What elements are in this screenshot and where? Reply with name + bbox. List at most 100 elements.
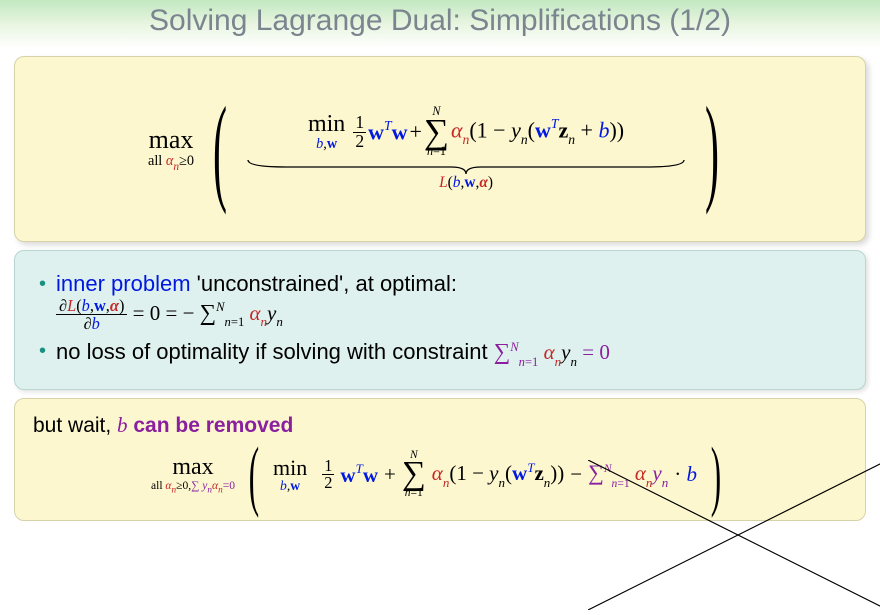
lagrangian-expr: min b,w 1 2 wTw + N	[308, 106, 624, 157]
yn: n	[499, 475, 506, 490]
sum: ∑	[191, 480, 202, 492]
w: w	[290, 478, 300, 493]
post: can be removed	[128, 414, 294, 437]
sb: n=1	[519, 355, 539, 369]
paren-left: (	[213, 101, 227, 197]
op2: (	[528, 117, 535, 142]
an: n	[261, 314, 268, 329]
all: all	[151, 480, 165, 492]
alpha: α	[451, 117, 463, 142]
cl: )	[119, 296, 124, 315]
pls2: +	[575, 117, 598, 142]
struck-term: ∑Nn=1 αnyn	[588, 460, 668, 489]
box3-lead: but wait, b can be removed	[33, 413, 847, 438]
paren-right-2: )	[711, 444, 721, 506]
plus: +	[384, 462, 396, 487]
a: α	[110, 296, 119, 315]
b: b	[280, 478, 287, 493]
z: z	[534, 461, 543, 485]
geq: ≥0	[179, 153, 194, 169]
w: w	[512, 461, 527, 485]
cl: )	[488, 174, 493, 191]
max-label: max	[149, 126, 194, 153]
zn: n	[568, 132, 575, 147]
min-label: min	[308, 112, 345, 137]
half-2: 1 2	[322, 458, 334, 492]
bullet-dot-icon: •	[39, 338, 46, 364]
yn: n	[276, 314, 283, 329]
b: b	[92, 314, 100, 333]
num: ∂L(b,w,α)	[56, 297, 127, 315]
T: T	[384, 118, 392, 133]
sig: ∑	[402, 461, 426, 488]
N: N	[510, 340, 518, 354]
equation-1: max all αn≥0 ( min b,w 1 2	[148, 101, 732, 197]
an: n	[443, 475, 450, 490]
yn: n	[570, 354, 577, 369]
paren-right: )	[705, 101, 719, 197]
w2: w	[363, 463, 378, 487]
min-subscript: b,w	[316, 137, 337, 152]
y: y	[489, 461, 498, 485]
sum: ∑	[200, 299, 216, 325]
w: w	[464, 174, 475, 191]
N: N	[216, 300, 224, 314]
plus: +	[409, 119, 421, 145]
min-operator-2: min b,w	[273, 456, 307, 493]
equation-box-2: but wait, b can be removed max all αn≥0,…	[14, 398, 866, 521]
e1: =1	[525, 355, 538, 369]
sum: ∑	[588, 460, 604, 485]
N: N	[604, 463, 612, 475]
pre: but wait,	[33, 414, 117, 437]
max-subscript: all αn≥0	[148, 154, 194, 172]
bullet-1-text: inner problem 'unconstrained', at optima…	[56, 271, 847, 332]
a: α	[250, 301, 261, 325]
b: b	[117, 413, 128, 437]
den: 2	[353, 133, 366, 151]
sb: n=1	[612, 478, 630, 490]
page-title: Solving Lagrange Dual: Simplifications (…	[149, 4, 731, 37]
cl2: ))	[609, 117, 624, 142]
T: T	[356, 461, 363, 476]
txt: no loss of optimality if solving with co…	[56, 339, 494, 364]
eq0: =0	[223, 480, 235, 492]
L: L	[439, 174, 448, 191]
op: (1 −	[449, 461, 489, 485]
bullet-2: • no loss of optimality if solving with …	[39, 338, 847, 368]
max-operator-2: max all αn≥0,∑ ynαn=0	[151, 455, 235, 495]
bullet-2-text: no loss of optimality if solving with co…	[56, 338, 847, 368]
w2: w	[392, 119, 408, 144]
struck-content: ∑Nn=1 αnyn	[588, 461, 668, 485]
sigma: ∑	[424, 118, 449, 146]
open: (1 −	[469, 117, 511, 142]
y: y	[511, 117, 521, 142]
wtw-2: wTw	[340, 462, 378, 488]
min-sub-2: b,w	[280, 479, 300, 493]
w: w	[327, 136, 337, 152]
inner: inner problem	[56, 271, 191, 296]
a: α	[635, 461, 646, 485]
bullet-list: • inner problem 'unconstrained', at opti…	[33, 271, 847, 369]
an: n	[555, 354, 562, 369]
num: 1	[353, 114, 366, 133]
sum-bot: n=1	[427, 146, 446, 157]
eq: = 0 = −	[133, 301, 200, 325]
txt: all	[148, 153, 166, 169]
min: min	[273, 456, 307, 479]
lagrangian-underbrace: min b,w 1 2 wTw + N	[246, 106, 686, 191]
e1: =1	[411, 487, 423, 499]
cl: ))	[550, 461, 564, 485]
equation-2: max all αn≥0,∑ ynαn=0 ( min b,w 1 2 wTw …	[33, 444, 847, 506]
summation: N ∑ n=1	[424, 106, 449, 157]
slide-header: Solving Lagrange Dual: Simplifications (…	[0, 0, 880, 48]
summation-2: N ∑ n=1	[402, 450, 426, 499]
geq: ≥0,	[176, 480, 191, 492]
den: ∂b	[81, 315, 103, 332]
y: y	[652, 461, 661, 485]
e1: =1	[617, 478, 629, 490]
an: n	[463, 132, 470, 147]
op2: (	[505, 461, 512, 485]
a: α	[544, 340, 555, 364]
y: y	[267, 301, 276, 325]
w1: w	[368, 119, 384, 144]
